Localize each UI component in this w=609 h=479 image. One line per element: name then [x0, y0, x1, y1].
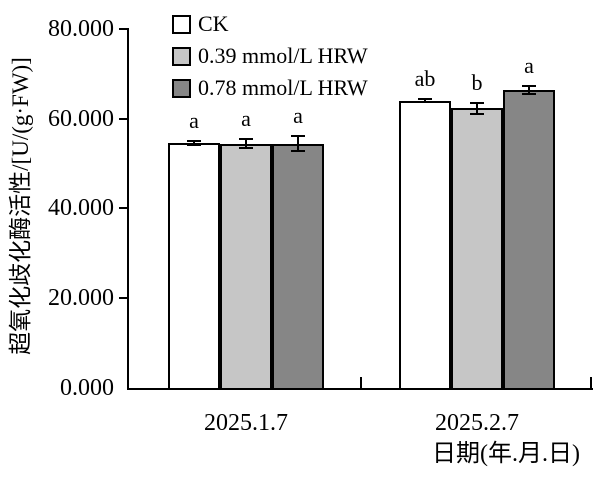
y-tick-label: 40.000 — [48, 195, 114, 222]
y-tick-label: 80.000 — [48, 15, 114, 42]
x-axis-end-tick — [590, 377, 592, 388]
bar-ck-2025-1-7 — [168, 143, 220, 390]
error-bar-cap-top — [470, 101, 484, 104]
x-category-label: 2025.1.7 — [204, 410, 288, 436]
legend-label-039-hrw: 0.39 mmol/L HRW — [198, 43, 368, 68]
error-bar-cap-bottom — [291, 150, 305, 153]
x-axis-title: 日期(年.月.日) — [432, 441, 580, 467]
y-tick-label: 20.000 — [48, 285, 114, 312]
error-bar-line — [424, 98, 426, 103]
significance-letter: b — [471, 69, 483, 95]
legend-label-ck: CK — [198, 11, 229, 36]
error-bar-cap-top — [522, 85, 536, 88]
y-axis-tick — [119, 297, 127, 300]
significance-letter: a — [524, 53, 534, 79]
y-axis-line — [127, 28, 129, 390]
error-bar-cap-bottom — [522, 93, 536, 96]
error-bar-cap-top — [187, 140, 201, 143]
legend-item-078-hrw: 0.78 mmol/L HRW — [172, 72, 368, 104]
bar-ck-2025-2-7 — [399, 100, 451, 390]
y-tick-label: 60.000 — [48, 105, 114, 132]
legend-item-039-hrw: 0.39 mmol/L HRW — [172, 40, 368, 72]
error-bar-cap-top — [418, 97, 432, 100]
legend-label-078-hrw: 0.78 mmol/L HRW — [198, 75, 368, 100]
bar-0-78-mmol-l-hrw-2025-2-7 — [503, 90, 555, 390]
error-bar-cap-bottom — [418, 101, 432, 104]
significance-letter: a — [189, 108, 199, 134]
legend-swatch-078-hrw — [172, 78, 191, 98]
y-axis-tick — [119, 207, 127, 210]
error-bar-cap-bottom — [187, 144, 201, 147]
significance-letter: ab — [414, 65, 436, 91]
significance-letter: a — [293, 103, 303, 129]
y-axis-tick — [119, 27, 127, 30]
x-axis-line — [127, 388, 593, 390]
error-bar-line — [476, 102, 478, 114]
error-bar-line — [297, 136, 299, 152]
y-tick-label: 0.000 — [60, 375, 114, 401]
y-axis-tick — [119, 117, 127, 120]
error-bar-line — [528, 86, 530, 95]
legend-swatch-039-hrw — [172, 46, 191, 66]
bar-0-39-mmol-l-hrw-2025-1-7 — [220, 143, 272, 390]
legend-swatch-ck — [172, 14, 191, 34]
x-category-label: 2025.2.7 — [435, 410, 519, 436]
legend-item-ck: CK — [172, 8, 368, 40]
error-bar-cap-top — [239, 138, 253, 141]
error-bar-line — [245, 139, 247, 149]
legend: CK 0.39 mmol/L HRW 0.78 mmol/L HRW — [172, 8, 368, 104]
error-bar-cap-top — [291, 135, 305, 138]
significance-letter: a — [241, 106, 251, 132]
bar-0-39-mmol-l-hrw-2025-2-7 — [451, 108, 503, 390]
error-bar-line — [193, 141, 195, 146]
error-bar-cap-bottom — [239, 147, 253, 150]
x-axis-category-tick — [360, 377, 362, 388]
bar-0-78-mmol-l-hrw-2025-1-7 — [272, 143, 324, 390]
error-bar-cap-bottom — [470, 112, 484, 115]
